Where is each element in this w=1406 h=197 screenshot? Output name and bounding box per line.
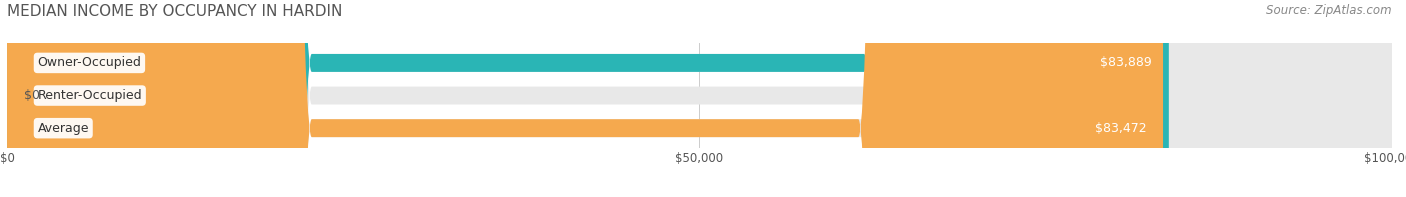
Text: $83,472: $83,472	[1095, 122, 1146, 135]
Text: $0: $0	[24, 89, 39, 102]
Text: $83,889: $83,889	[1101, 56, 1152, 69]
Text: Renter-Occupied: Renter-Occupied	[38, 89, 142, 102]
FancyBboxPatch shape	[7, 0, 1392, 197]
Text: Average: Average	[38, 122, 89, 135]
FancyBboxPatch shape	[7, 0, 1163, 197]
FancyBboxPatch shape	[7, 0, 1392, 197]
Text: MEDIAN INCOME BY OCCUPANCY IN HARDIN: MEDIAN INCOME BY OCCUPANCY IN HARDIN	[7, 4, 343, 19]
FancyBboxPatch shape	[7, 0, 1392, 197]
Text: Owner-Occupied: Owner-Occupied	[38, 56, 142, 69]
Text: Source: ZipAtlas.com: Source: ZipAtlas.com	[1267, 4, 1392, 17]
FancyBboxPatch shape	[7, 0, 1168, 197]
